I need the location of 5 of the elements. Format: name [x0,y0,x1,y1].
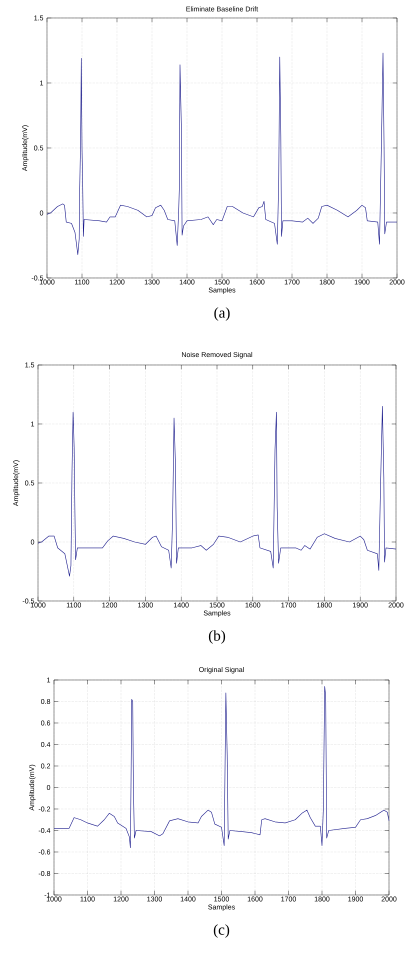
line-series [54,686,390,848]
text: (a) [214,307,230,321]
text: (b) [208,630,226,644]
line-series [46,52,398,255]
text: (c) [214,924,230,938]
